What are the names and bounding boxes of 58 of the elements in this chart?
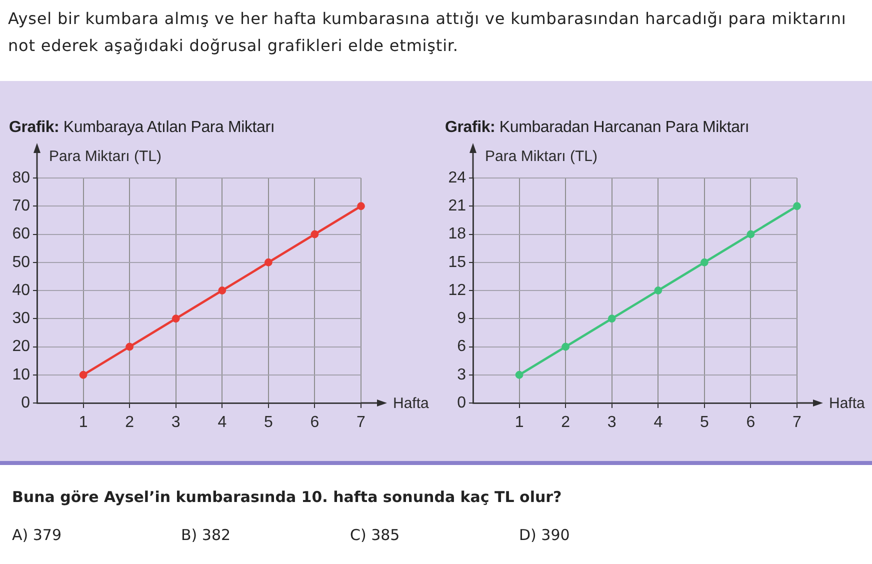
y-tick-label: 20: [12, 338, 30, 356]
point: [562, 342, 570, 351]
chart-title: Grafik: Kumbaraya Atılan Para Miktarı: [9, 119, 275, 137]
point: [357, 202, 365, 210]
chart-title: Grafik: Kumbaradan Harcanan Para Miktarı: [445, 119, 750, 137]
y-tick-label: 70: [12, 198, 30, 215]
x-axis-title: Hafta: [393, 395, 430, 412]
x-tick-label: 4: [654, 414, 663, 432]
y-tick-label: 80: [12, 169, 30, 186]
point: [218, 286, 226, 294]
text: A) 379: [12, 525, 63, 546]
y-tick-label: 10: [12, 366, 30, 384]
x-tick-label: 6: [746, 414, 756, 432]
point: [700, 258, 708, 266]
point: [126, 342, 134, 351]
point: [79, 370, 88, 379]
y-tick-label: 40: [12, 282, 30, 299]
x-tick-label: 3: [171, 414, 180, 432]
y-tick-label: 21: [448, 198, 466, 215]
y-tick-label: 3: [457, 366, 466, 384]
y-tick-label: 0: [21, 394, 30, 412]
x-tick-label: 5: [700, 414, 709, 432]
y-tick-label: 6: [457, 338, 466, 356]
x-tick-label: 1: [514, 414, 524, 432]
text: B) 382: [181, 525, 232, 546]
y-tick-label: 60: [12, 226, 30, 243]
x-tick-label: 4: [218, 414, 227, 432]
x-tick-label: 5: [264, 414, 273, 432]
x-tick-label: 7: [356, 414, 366, 432]
point: [608, 314, 616, 323]
x-tick-label: 6: [310, 414, 320, 432]
y-tick-label: 24: [448, 169, 466, 186]
y-tick-label: 18: [448, 226, 466, 243]
x-tick-label: 3: [607, 414, 616, 432]
y-axis-title: Para Miktarı (TL): [485, 148, 598, 166]
x-tick-label: 2: [561, 414, 570, 432]
y-tick-label: 50: [12, 254, 30, 271]
y-tick-label: 9: [457, 310, 466, 328]
point: [515, 370, 524, 379]
x-axis-title: Hafta: [829, 395, 866, 412]
y-tick-label: 30: [12, 310, 30, 328]
point: [310, 230, 319, 238]
y-tick-label: 12: [448, 282, 466, 299]
x-tick-label: 1: [78, 414, 88, 432]
text: C) 385: [350, 525, 401, 546]
point: [264, 258, 272, 266]
point: [654, 286, 662, 294]
y-tick-label: 0: [457, 394, 466, 412]
x-tick-label: 7: [792, 414, 802, 432]
text: Buna göre Aysel’in kumbarasında 10. hafta sonunda kaç TL olur?: [12, 487, 563, 508]
point: [746, 230, 755, 238]
point: [172, 314, 180, 323]
y-tick-label: 15: [448, 254, 466, 271]
y-axis-title: Para Miktarı (TL): [49, 148, 162, 166]
text: D) 390: [519, 525, 571, 546]
point: [793, 202, 801, 210]
text: Aysel bir kumbara almış ve her hafta kumbarasına attığı ve kumbarasından harcadığı para miktarını not ederek aşağıdaki doğrusal grafikleri elde etmiştir.: [8, 8, 848, 57]
x-tick-label: 2: [125, 414, 134, 432]
